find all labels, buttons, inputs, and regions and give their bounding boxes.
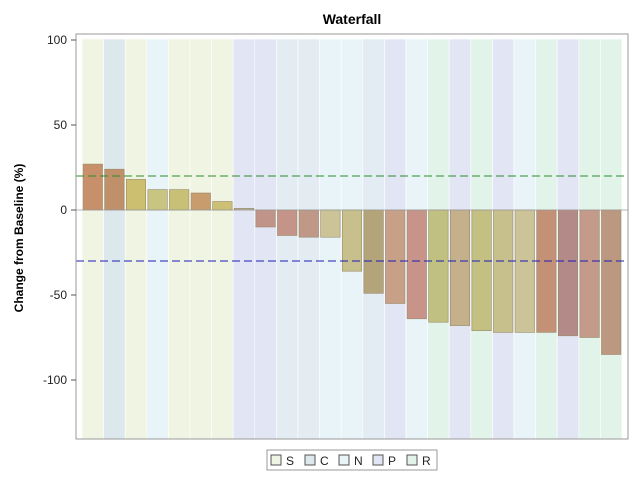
bar-20 xyxy=(493,209,514,333)
band-10 xyxy=(276,38,299,440)
legend-label: R xyxy=(422,454,431,468)
bar-18 xyxy=(449,209,471,326)
bar-23 xyxy=(557,209,579,337)
bar-4 xyxy=(147,189,168,211)
band-7 xyxy=(211,38,234,440)
legend-swatch xyxy=(270,454,282,466)
y-tick-label: 0 xyxy=(60,203,67,217)
band-3 xyxy=(124,38,148,440)
bar-17 xyxy=(428,209,449,323)
bar-16 xyxy=(406,209,427,320)
chart-title: Waterfall xyxy=(323,11,382,27)
legend-label: N xyxy=(354,454,363,468)
bar-25 xyxy=(601,209,622,355)
bar-12 xyxy=(320,209,341,238)
band-1 xyxy=(81,38,104,440)
reference-lines xyxy=(76,175,628,262)
legend-swatch xyxy=(406,454,418,466)
bars xyxy=(76,163,628,355)
legend-label: S xyxy=(286,454,294,468)
bar-15 xyxy=(385,209,406,304)
y-tick-label: 50 xyxy=(54,118,68,132)
legend-label: C xyxy=(320,454,329,468)
bar-2 xyxy=(104,168,125,211)
y-tick-label: 100 xyxy=(47,33,67,47)
legend-swatch xyxy=(304,454,316,466)
bar-10 xyxy=(277,209,298,236)
y-axis-label: Change from Baseline (%) xyxy=(12,164,26,313)
legend-swatch xyxy=(338,454,350,466)
bar-11 xyxy=(298,209,319,238)
legend-label: P xyxy=(388,454,396,468)
bar-6 xyxy=(190,192,211,211)
band-4 xyxy=(146,38,169,440)
band-5 xyxy=(168,38,191,440)
bar-1 xyxy=(82,163,103,211)
bar-22 xyxy=(536,209,557,333)
bar-19 xyxy=(471,209,492,331)
band-9 xyxy=(254,38,277,440)
band-8 xyxy=(232,38,256,440)
bar-14 xyxy=(363,209,384,294)
bar-24 xyxy=(579,209,600,338)
bar-7 xyxy=(212,201,233,211)
legend-swatch xyxy=(372,454,384,466)
bar-13 xyxy=(341,209,363,272)
y-tick-label: -50 xyxy=(50,288,68,302)
band-11 xyxy=(297,38,320,440)
band-2 xyxy=(103,38,126,440)
bar-9 xyxy=(255,209,276,228)
bar-3 xyxy=(125,179,147,211)
bar-21 xyxy=(514,209,535,333)
y-axis: 100 50 0 -50 -100 xyxy=(43,33,76,387)
band-6 xyxy=(189,38,212,440)
bar-5 xyxy=(169,189,190,211)
y-tick-label: -100 xyxy=(43,373,67,387)
band-12 xyxy=(319,38,342,440)
plot-frame xyxy=(75,33,629,440)
